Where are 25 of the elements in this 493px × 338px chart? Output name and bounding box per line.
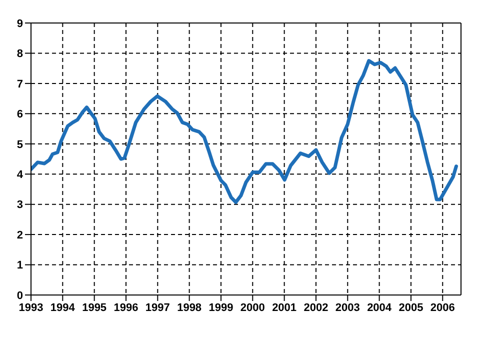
x-tick-label: 2005 [398,302,424,314]
x-tick-label: 1998 [177,302,202,314]
x-tick-label: 1997 [145,302,170,314]
y-tick-label: 9 [16,18,23,30]
x-tick-label: 2003 [335,302,360,314]
x-tick-label: 2006 [430,302,455,314]
x-tick-label: 1999 [208,302,234,314]
x-tick-label: 1995 [82,302,107,314]
y-tick-label: 4 [16,169,24,182]
x-tick-label: 1994 [50,302,76,314]
x-tick-label: 1993 [18,302,44,314]
y-tick-label: 6 [16,108,23,121]
x-tick-label: 2004 [367,302,392,314]
y-tick-label: 0 [16,290,23,302]
line-series [31,59,458,204]
y-tick-label: 2 [16,229,23,242]
x-tick-label: 2000 [240,302,265,314]
y-tick-label: 3 [16,199,23,212]
y-tick-label: 8 [16,48,23,60]
y-tick-label: 1 [16,260,23,272]
y-tick-label: 5 [16,138,23,151]
y-tick-label: 7 [16,78,23,90]
x-tick-label: 2002 [304,302,328,314]
x-tick-label: 2001 [272,302,297,314]
x-tick-label: 1996 [114,302,138,314]
